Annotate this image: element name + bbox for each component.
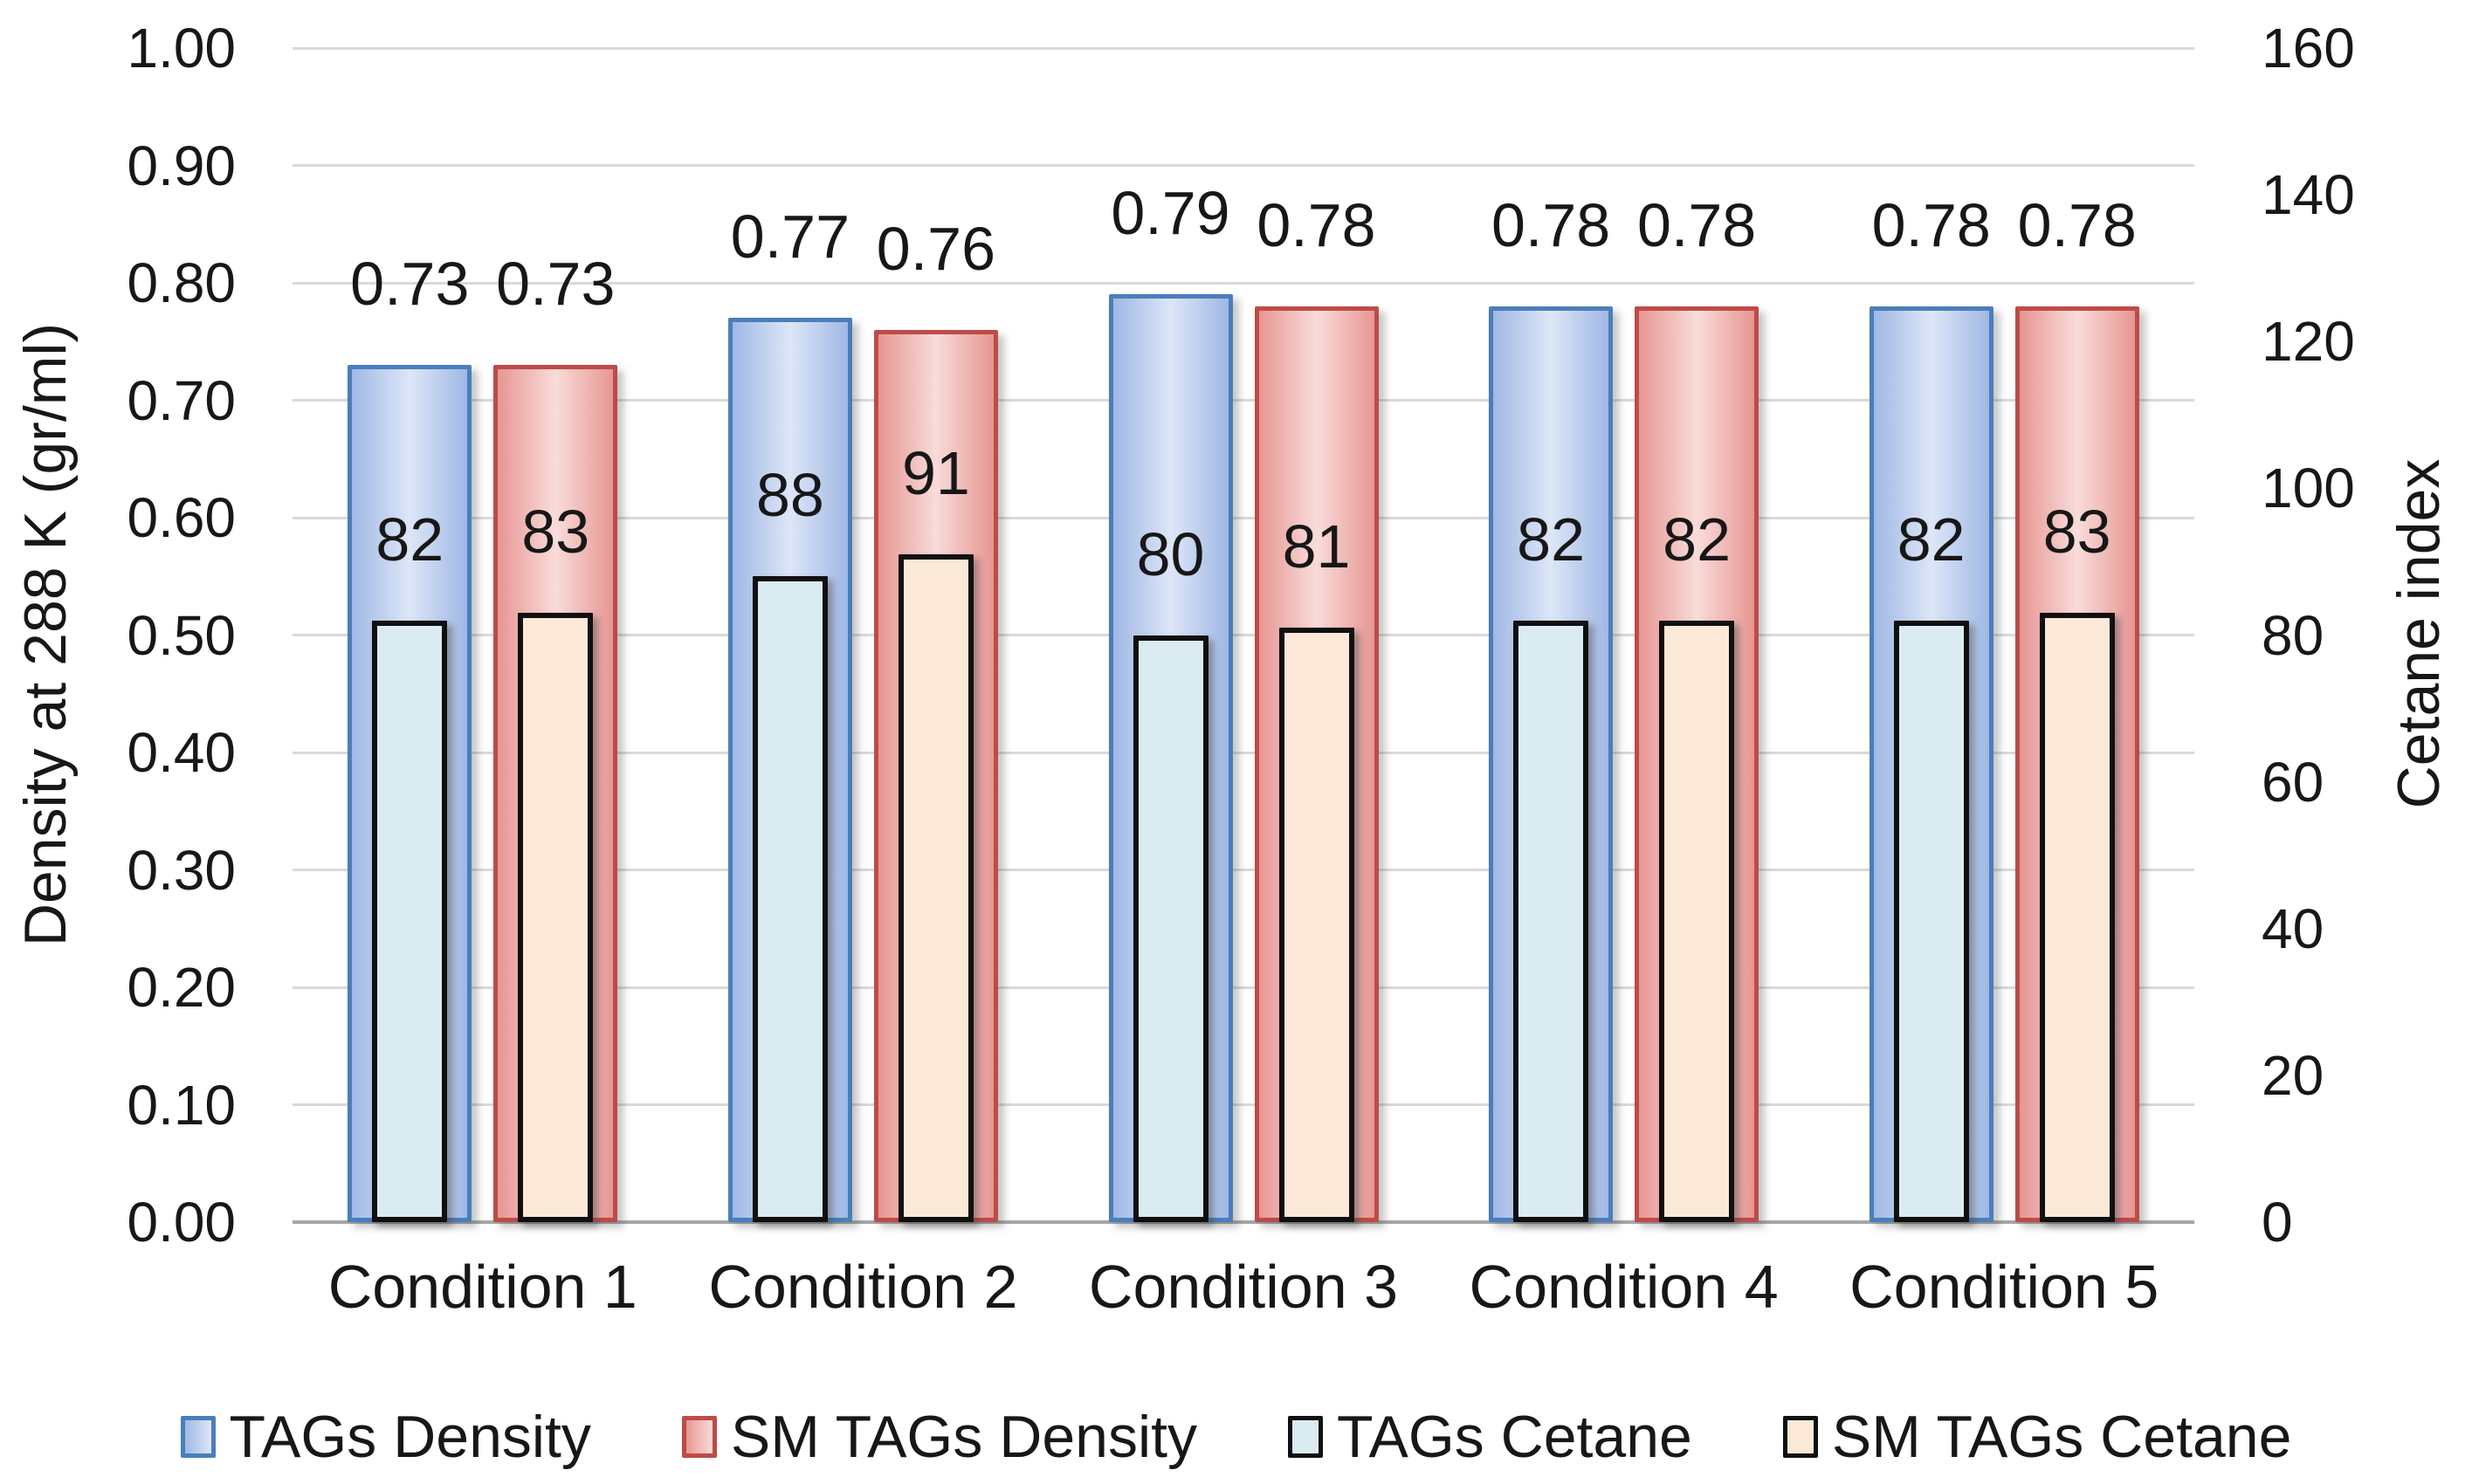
gridline	[293, 281, 2194, 285]
legend-swatch	[681, 1416, 717, 1458]
left-axis-tick-label: 0.20	[127, 956, 236, 1019]
cetane-value-label: 88	[755, 461, 824, 530]
legend-item: SM TAGs Density	[681, 1404, 1197, 1470]
left-axis-tick-label: 0.30	[127, 838, 236, 902]
gridline	[293, 399, 2194, 402]
cetane-value-label: 80	[1136, 519, 1205, 588]
x-axis-category-label: Condition 4	[1469, 1253, 1779, 1321]
cetane-bar	[752, 576, 828, 1222]
legend-item: TAGs Cetane	[1287, 1404, 1692, 1470]
legend-label: SM TAGs Density	[730, 1404, 1197, 1470]
right-axis-tick-label: 40	[2262, 897, 2324, 960]
cetane-value-label: 83	[521, 498, 590, 567]
gridline	[293, 46, 2194, 50]
right-axis-tick-label: 100	[2262, 457, 2355, 520]
left-axis-tick-label: 1.00	[127, 17, 236, 79]
legend-label: TAGs Density	[229, 1404, 591, 1470]
x-axis-category-label: Condition 3	[1088, 1253, 1399, 1321]
left-axis-tick-label: 0.70	[127, 368, 236, 432]
legend-item: SM TAGs Cetane	[1782, 1404, 2292, 1470]
x-axis-category-label: Condition 5	[1849, 1253, 2159, 1321]
legend-swatch	[1287, 1416, 1323, 1458]
density-value-label: 0.73	[350, 250, 470, 319]
cetane-value-label: 83	[2042, 498, 2111, 567]
density-value-label: 0.73	[496, 250, 616, 319]
left-axis-tick-label: 0.10	[127, 1073, 236, 1137]
cetane-bar	[1278, 628, 1354, 1222]
right-axis-tick-label: 60	[2262, 750, 2324, 814]
density-value-label: 0.79	[1111, 179, 1230, 248]
cetane-bar	[1659, 620, 1735, 1222]
gridline	[293, 869, 2194, 871]
right-axis-tick-label: 80	[2262, 603, 2324, 667]
cetane-value-label: 82	[1897, 505, 1966, 574]
density-value-label: 0.78	[1871, 190, 1991, 259]
cetane-value-label: 82	[1517, 505, 1586, 574]
left-axis-tick-label: 0.00	[127, 1191, 236, 1254]
gridline	[293, 751, 2194, 754]
x-axis-category-label: Condition 1	[327, 1253, 637, 1321]
cetane-bar	[898, 554, 974, 1222]
plot-area: 0.73 82 0.73 83 0.77 88 0.76 91 0.79 80 0.78 81 0.78…	[293, 46, 2194, 1224]
gridline	[293, 164, 2194, 167]
cetane-bar	[372, 620, 448, 1222]
gridline	[293, 986, 2194, 989]
cetane-value-label: 81	[1282, 512, 1351, 581]
right-axis-tick-label: 0	[2262, 1191, 2293, 1254]
legend-swatch	[1782, 1416, 1818, 1458]
left-axis-tick-label: 0.90	[127, 134, 236, 197]
cetane-bar	[1893, 620, 1969, 1222]
legend: TAGs Density SM TAGs Density TAGs Cetane SM…	[0, 1395, 2472, 1479]
density-value-label: 0.77	[730, 203, 850, 271]
right-axis-tick-label: 120	[2262, 310, 2355, 374]
density-value-label: 0.78	[1491, 190, 1611, 259]
cetane-bar	[2039, 613, 2115, 1222]
left-axis-tick-label: 0.60	[127, 486, 236, 549]
right-axis-tick-label: 20	[2262, 1043, 2324, 1107]
gridline	[293, 516, 2194, 519]
legend-item: TAGs Density	[180, 1404, 591, 1470]
right-axis-tick-label: 160	[2262, 17, 2355, 79]
left-axis-tick-label: 0.80	[127, 251, 236, 314]
cetane-value-label: 91	[901, 439, 970, 508]
right-axis-tick-label: 140	[2262, 163, 2355, 227]
gridline	[293, 1103, 2194, 1106]
legend-swatch	[180, 1416, 216, 1458]
cetane-bar	[518, 613, 594, 1222]
cetane-value-label: 82	[1663, 505, 1732, 574]
density-value-label: 0.78	[2017, 190, 2137, 259]
gridline	[293, 634, 2194, 636]
cetane-bar	[1513, 620, 1589, 1222]
density-value-label: 0.78	[1636, 190, 1757, 259]
x-axis-line	[293, 1220, 2194, 1224]
density-value-label: 0.76	[876, 214, 996, 283]
density-value-label: 0.78	[1257, 190, 1376, 259]
cetane-value-label: 82	[375, 505, 444, 574]
cetane-bar	[1133, 635, 1208, 1222]
legend-label: TAGs Cetane	[1336, 1404, 1692, 1470]
left-axis-tick-label: 0.50	[127, 603, 236, 667]
left-axis-tick-label: 0.40	[127, 721, 236, 784]
legend-label: SM TAGs Cetane	[1831, 1404, 2292, 1470]
density-bar	[2014, 306, 2139, 1222]
x-axis-category-label: Condition 2	[708, 1253, 1018, 1321]
